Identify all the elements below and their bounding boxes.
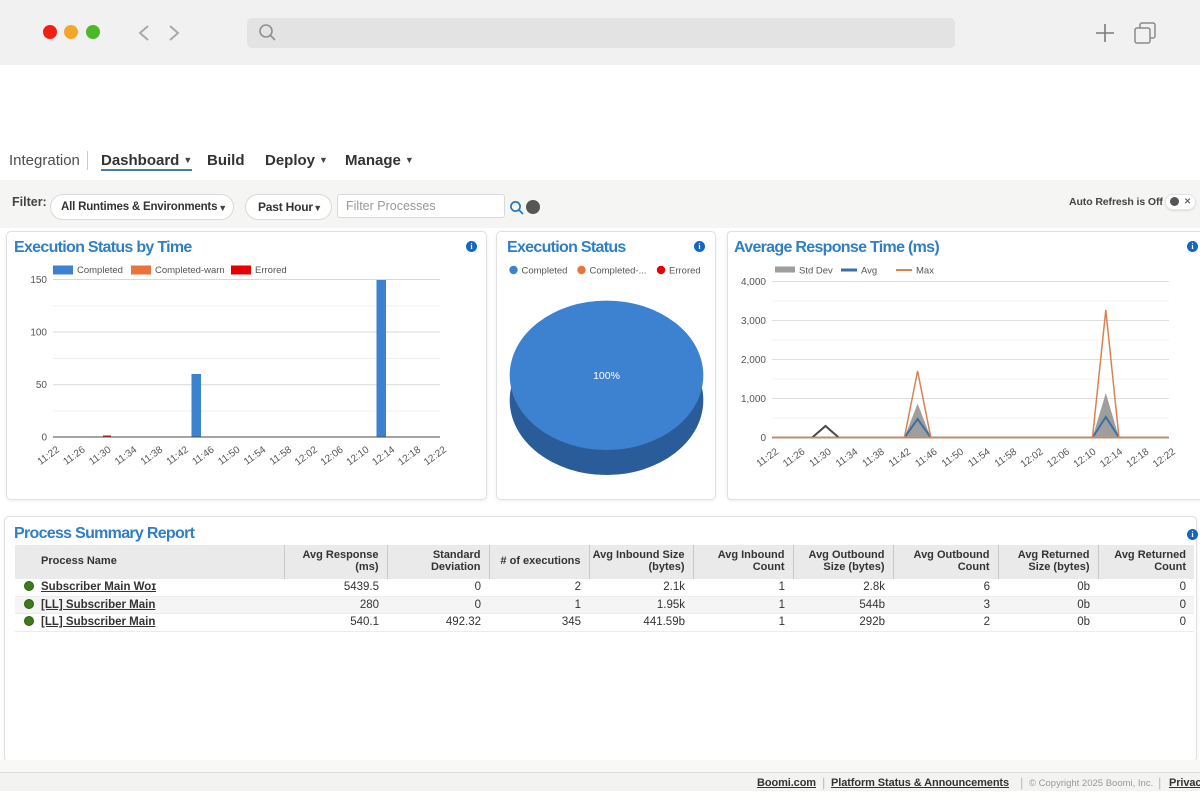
svg-text:50: 50 [36, 380, 48, 391]
svg-text:12:22: 12:22 [1151, 446, 1178, 470]
svg-text:100%: 100% [593, 370, 620, 382]
svg-text:11:34: 11:34 [834, 446, 860, 469]
svg-text:12:02: 12:02 [293, 444, 320, 468]
svg-text:11:42: 11:42 [887, 446, 913, 469]
svg-text:11:46: 11:46 [190, 444, 216, 467]
svg-text:11:42: 11:42 [165, 444, 191, 467]
svg-text:0: 0 [41, 433, 47, 444]
svg-text:Errored: Errored [669, 266, 701, 277]
svg-text:11:50: 11:50 [940, 446, 966, 469]
svg-text:11:34: 11:34 [113, 444, 139, 467]
svg-text:2,000: 2,000 [741, 355, 766, 366]
svg-text:11:26: 11:26 [61, 444, 87, 467]
svg-text:12:18: 12:18 [396, 444, 423, 468]
svg-text:11:46: 11:46 [913, 446, 939, 469]
svg-text:11:58: 11:58 [993, 446, 1019, 469]
svg-text:12:10: 12:10 [345, 444, 372, 468]
svg-text:Completed: Completed [522, 266, 568, 277]
svg-text:11:54: 11:54 [242, 444, 268, 467]
svg-text:12:22: 12:22 [422, 444, 449, 468]
svg-text:0: 0 [760, 433, 766, 444]
svg-text:12:02: 12:02 [1019, 446, 1046, 470]
svg-text:11:58: 11:58 [268, 444, 294, 467]
svg-text:11:38: 11:38 [139, 444, 165, 467]
svg-text:100: 100 [30, 328, 47, 339]
svg-text:Completed: Completed [77, 265, 123, 276]
svg-text:11:50: 11:50 [216, 444, 242, 467]
svg-text:1,000: 1,000 [741, 394, 766, 405]
svg-text:11:54: 11:54 [966, 446, 992, 469]
svg-text:11:26: 11:26 [781, 446, 807, 469]
svg-text:150: 150 [30, 275, 47, 286]
svg-text:4,000: 4,000 [741, 277, 766, 288]
svg-text:Errored: Errored [255, 265, 287, 276]
svg-text:11:30: 11:30 [808, 446, 834, 469]
svg-text:11:22: 11:22 [36, 444, 62, 467]
svg-text:12:14: 12:14 [370, 444, 397, 468]
svg-text:12:06: 12:06 [319, 444, 346, 468]
svg-text:Completed-warn: Completed-warn [155, 265, 225, 276]
svg-text:12:18: 12:18 [1125, 446, 1152, 470]
svg-text:12:10: 12:10 [1072, 446, 1099, 470]
svg-text:11:30: 11:30 [87, 444, 113, 467]
svg-text:11:22: 11:22 [755, 446, 781, 469]
svg-text:11:38: 11:38 [861, 446, 887, 469]
svg-text:12:14: 12:14 [1098, 446, 1125, 470]
svg-text:Std Dev: Std Dev [799, 266, 833, 277]
svg-text:Completed-...: Completed-... [590, 266, 647, 277]
svg-text:12:06: 12:06 [1045, 446, 1072, 470]
svg-text:Max: Max [916, 266, 934, 277]
svg-text:Avg: Avg [861, 266, 877, 277]
svg-text:3,000: 3,000 [741, 316, 766, 327]
